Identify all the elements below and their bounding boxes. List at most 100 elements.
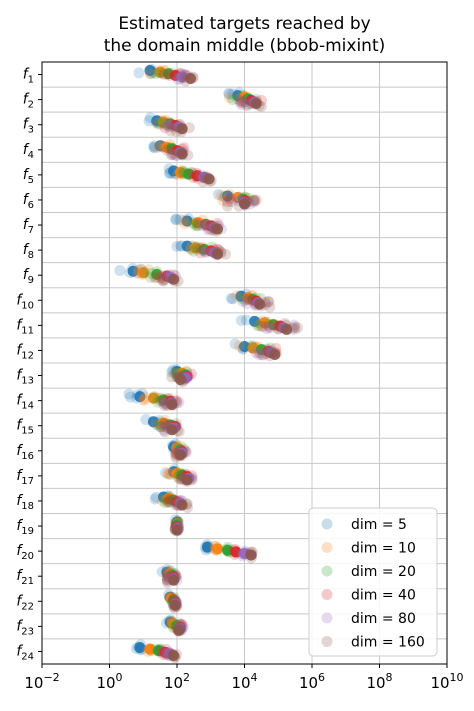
y-tick-label: f13 <box>16 368 34 387</box>
scatter-point <box>170 214 182 226</box>
scatter-point <box>171 240 183 252</box>
scatter-point-final <box>239 340 250 352</box>
scatter-point-final <box>250 98 262 110</box>
scatter-point <box>152 141 164 153</box>
scatter-point-final <box>137 267 149 279</box>
y-tick-label: f1 <box>23 67 34 86</box>
y-tick-label: f14 <box>16 393 34 412</box>
scatter-point-final <box>176 123 188 135</box>
y-tick-label: f10 <box>16 292 34 311</box>
scatter-point <box>223 87 235 99</box>
y-tick-label: f18 <box>16 493 34 512</box>
scatter-point <box>159 122 171 134</box>
legend-label: dim = 160 <box>351 635 425 651</box>
scatter-point <box>199 246 211 258</box>
scatter-point <box>223 92 235 104</box>
scatter-point <box>160 467 172 479</box>
scatter-point-final <box>176 71 188 83</box>
y-tick-label: f23 <box>16 618 34 637</box>
scatter-point <box>264 322 276 334</box>
scatter-point <box>264 301 276 313</box>
scatter-point <box>248 195 260 207</box>
legend-box <box>308 507 438 657</box>
scatter-point <box>291 322 303 334</box>
y-tick-label: f15 <box>16 418 34 437</box>
scatter-point-final <box>181 240 193 252</box>
scatter-point <box>124 391 136 403</box>
scatter-point <box>241 99 253 111</box>
scatter-point-final <box>249 315 261 327</box>
scatter-point-final <box>230 546 242 558</box>
scatter-point <box>154 118 166 130</box>
scatter-point-final <box>151 268 163 280</box>
scatter-point-final <box>174 449 186 461</box>
scatter-point-final <box>181 215 193 227</box>
scatter-point <box>195 242 207 254</box>
scatter-point <box>143 115 155 127</box>
scatter-point <box>133 67 145 79</box>
scatter-point <box>168 121 180 133</box>
scatter-point-final <box>127 265 139 277</box>
scatter-point-final <box>176 499 188 511</box>
scatter-point <box>253 349 265 361</box>
scatter-point <box>231 290 243 302</box>
scatter-point <box>162 496 174 508</box>
y-tick-label: f4 <box>23 142 34 161</box>
scatter-point-final <box>222 544 234 556</box>
scatter-point-final <box>166 424 178 436</box>
scatter-point <box>162 119 174 131</box>
scatter-point-final <box>168 574 180 586</box>
scatter-point <box>248 195 260 207</box>
chart-title-line-2: the domain middle (bbob-mixint) <box>103 36 386 56</box>
scatter-point <box>158 274 170 286</box>
scatter-point <box>166 371 178 383</box>
legend-marker <box>321 589 333 600</box>
x-tick-label: 104 <box>231 671 257 692</box>
scatter-point <box>155 420 167 432</box>
scatter-point <box>195 247 207 259</box>
legend-marker <box>321 636 333 647</box>
scatter-point-final <box>168 273 180 285</box>
scatter-point <box>235 99 247 111</box>
scatter-point <box>158 424 170 436</box>
scatter-point <box>250 194 262 206</box>
scatter-point <box>149 493 161 505</box>
scatter-point <box>248 196 260 208</box>
legend-marker <box>321 612 333 624</box>
y-tick-label: f17 <box>16 468 34 487</box>
scatter-point <box>114 264 126 276</box>
scatter-point <box>254 347 266 359</box>
scatter-point-final <box>212 223 223 235</box>
scatter-point <box>240 314 252 326</box>
scatter-point <box>150 68 162 80</box>
scatter-point <box>178 214 190 226</box>
scatter-point <box>235 94 247 106</box>
y-tick-label: f9 <box>23 267 34 286</box>
scatter-point-final <box>191 217 203 229</box>
scatter-point <box>161 144 173 156</box>
x-tick-label: 106 <box>299 671 325 692</box>
scatter-point-final <box>245 549 257 561</box>
scatter-point-final <box>269 348 281 360</box>
scatter-point <box>138 394 150 406</box>
scatter-point <box>170 213 182 225</box>
scatter-point-final <box>183 168 195 180</box>
scatter-point <box>235 97 247 109</box>
scatter-point <box>224 193 236 205</box>
scatter-point <box>248 194 260 206</box>
scatter-point <box>250 347 262 359</box>
y-tick-label: f11 <box>16 317 34 336</box>
scatter-point <box>188 245 200 257</box>
scatter-point <box>157 274 169 286</box>
scatter-point-final <box>169 599 181 611</box>
scatter-point <box>227 94 239 106</box>
y-tick-label: f21 <box>16 568 34 587</box>
scatter-point <box>252 320 264 332</box>
legend-label: dim = 5 <box>351 517 407 533</box>
scatter-point <box>200 246 212 258</box>
scatter-point <box>242 294 254 306</box>
scatter-point-final <box>259 317 271 329</box>
scatter-point <box>235 95 247 107</box>
